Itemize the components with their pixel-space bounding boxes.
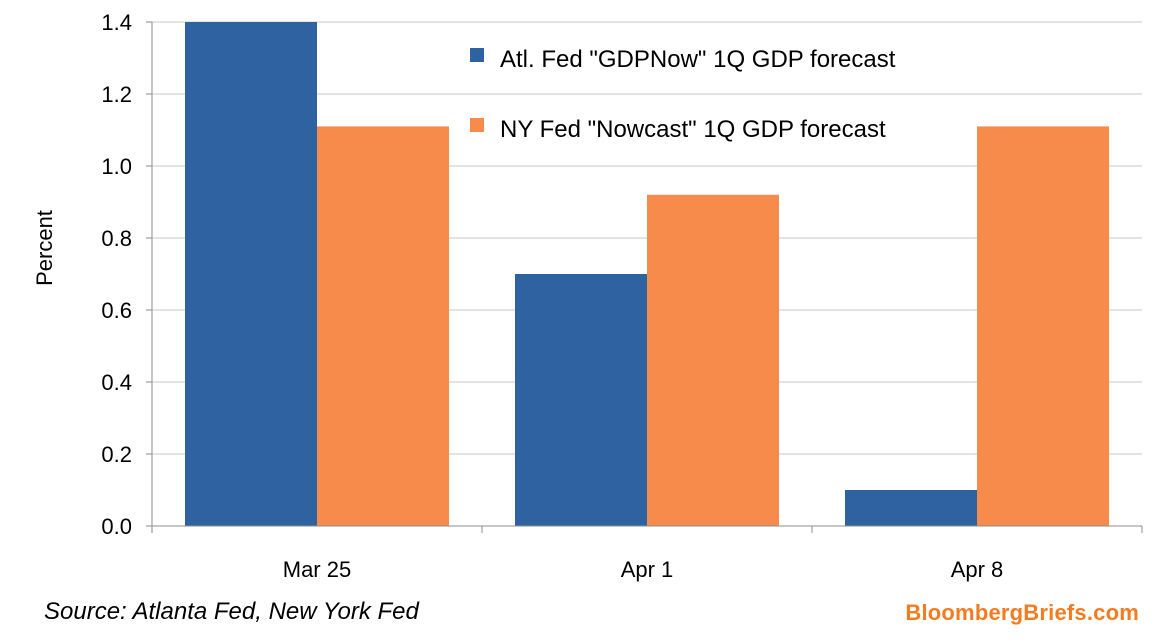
x-tick-label: Mar 25	[283, 557, 351, 582]
y-tick-label: 0.6	[101, 298, 132, 323]
bar-ny-fed-apr-8	[977, 126, 1109, 527]
bar-atl-fed-mar-25	[185, 22, 317, 526]
y-tick-label: 1.2	[101, 82, 132, 107]
y-tick-label: 0.4	[101, 370, 132, 395]
y-tick-labels: 0.0 0.2 0.4 0.6 0.8 1.0 1.2 1.4	[101, 10, 132, 539]
x-tick-label: Apr 1	[621, 557, 674, 582]
legend-swatch	[470, 118, 484, 132]
bars	[185, 22, 1109, 527]
y-axis-title: Percent	[32, 210, 57, 286]
brand-logo-text: BloombergBriefs.com	[905, 600, 1139, 625]
y-tick-label: 1.4	[101, 10, 132, 35]
legend-label: Atl. Fed "GDPNow" 1Q GDP forecast	[500, 46, 896, 73]
bar-ny-fed-apr-1	[647, 194, 779, 527]
y-tick-label: 0.8	[101, 226, 132, 251]
axes	[146, 21, 1143, 533]
bar-atl-fed-apr-1	[515, 274, 647, 526]
y-tick-label: 1.0	[101, 154, 132, 179]
x-tick-labels: Mar 25 Apr 1 Apr 8	[283, 557, 1004, 582]
bar-atl-fed-apr-8	[845, 490, 977, 526]
y-tick-label: 0.2	[101, 442, 132, 467]
bar-ny-fed-mar-25	[317, 126, 449, 527]
legend-swatch	[470, 48, 484, 62]
legend-label: NY Fed "Nowcast" 1Q GDP forecast	[500, 116, 886, 143]
source-note: Source: Atlanta Fed, New York Fed	[44, 598, 419, 625]
legend: Atl. Fed "GDPNow" 1Q GDP forecast NY Fed …	[470, 46, 896, 143]
y-tick-label: 0.0	[101, 514, 132, 539]
x-tick-label: Apr 8	[951, 557, 1004, 582]
